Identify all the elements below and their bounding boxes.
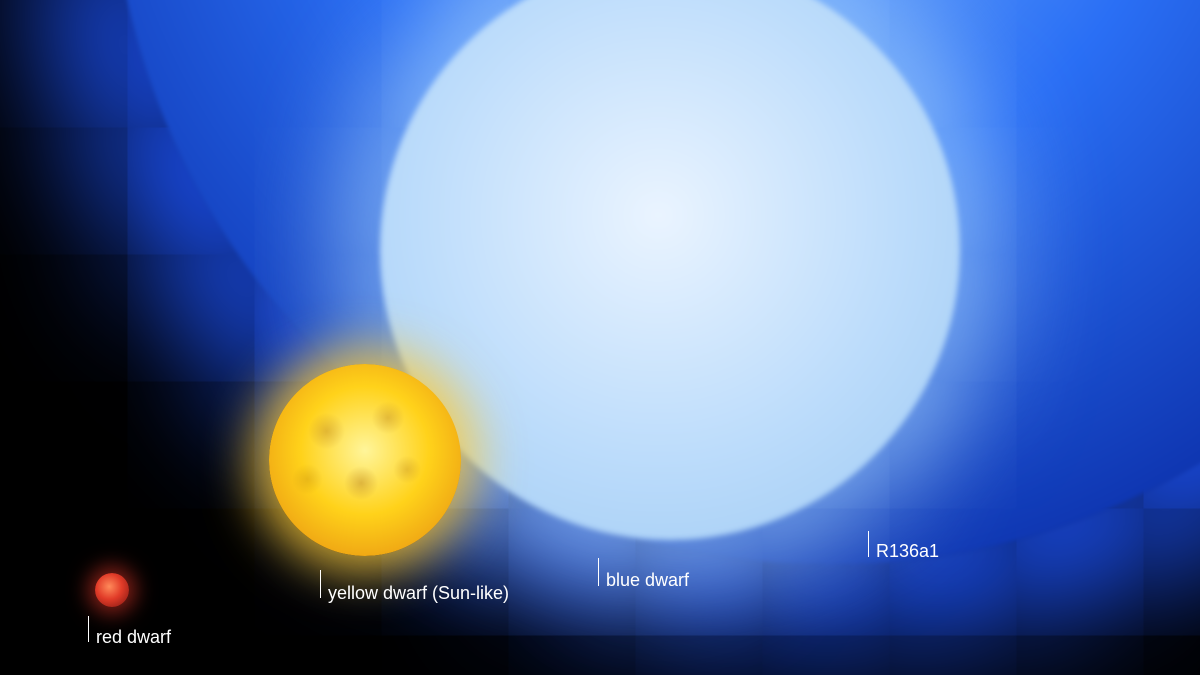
- label-tick: [320, 570, 321, 598]
- label-text: R136a1: [876, 541, 939, 562]
- label-text: yellow dwarf (Sun-like): [328, 583, 509, 604]
- star-red-dwarf: [95, 573, 129, 607]
- star-yellow-dwarf: [269, 364, 461, 556]
- star-comparison-diagram: R136a1 blue dwarf yellow dwarf (Sun-like…: [0, 0, 1200, 675]
- label-text: red dwarf: [96, 627, 171, 648]
- label-text: blue dwarf: [606, 570, 689, 591]
- label-tick: [88, 616, 89, 642]
- label-tick: [598, 558, 599, 586]
- label-tick: [868, 531, 869, 557]
